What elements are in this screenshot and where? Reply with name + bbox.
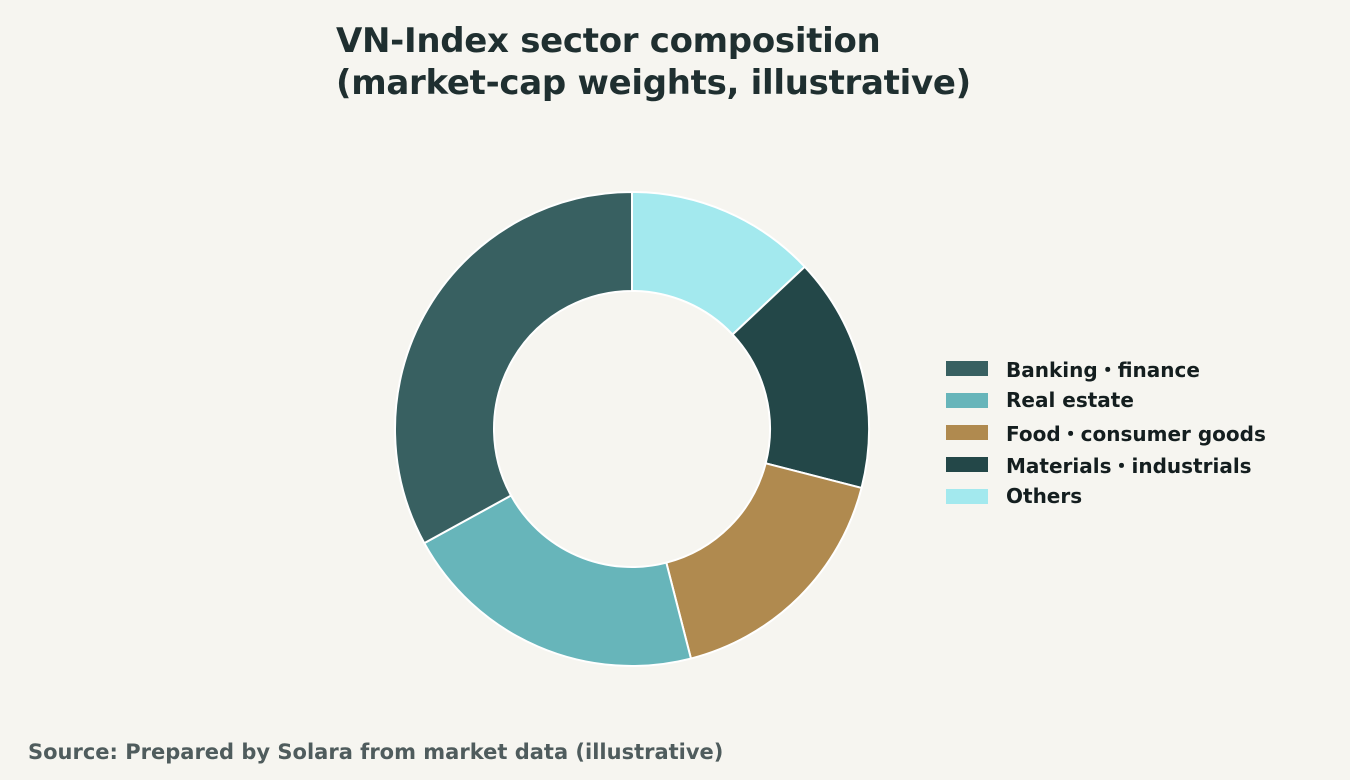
donut-slice-2 [665, 462, 863, 660]
legend-swatch [946, 424, 988, 440]
legend-label: Materials・industrials [1006, 453, 1252, 478]
legend-swatch [946, 456, 988, 472]
legend-item-0: Banking・finance [946, 352, 1266, 384]
donut-slice-3 [422, 494, 693, 667]
chart-title: VN-Index sector composition (market-cap … [336, 20, 971, 104]
legend-swatch [946, 488, 988, 504]
legend-item-1: Real estate [946, 384, 1266, 416]
donut-slice-4 [394, 190, 633, 545]
chart-title-line-2: (market-cap weights, illustrative) [336, 63, 971, 103]
legend-item-3: Materials・industrials [946, 448, 1266, 480]
legend-label: Food・consumer goods [1006, 421, 1266, 446]
source-note: Source: Prepared by Solara from market d… [28, 740, 724, 764]
chart-legend: Banking・finance Real estate Food・consumer … [946, 352, 1266, 512]
chart-title-line-1: VN-Index sector composition [336, 21, 881, 61]
legend-item-2: Food・consumer goods [946, 416, 1266, 448]
legend-label: Banking・finance [1006, 357, 1200, 382]
legend-item-4: Others [946, 480, 1266, 512]
legend-swatch [946, 392, 988, 408]
legend-label: Real estate [1006, 388, 1134, 412]
legend-swatch [946, 360, 988, 376]
legend-label: Others [1006, 484, 1083, 508]
